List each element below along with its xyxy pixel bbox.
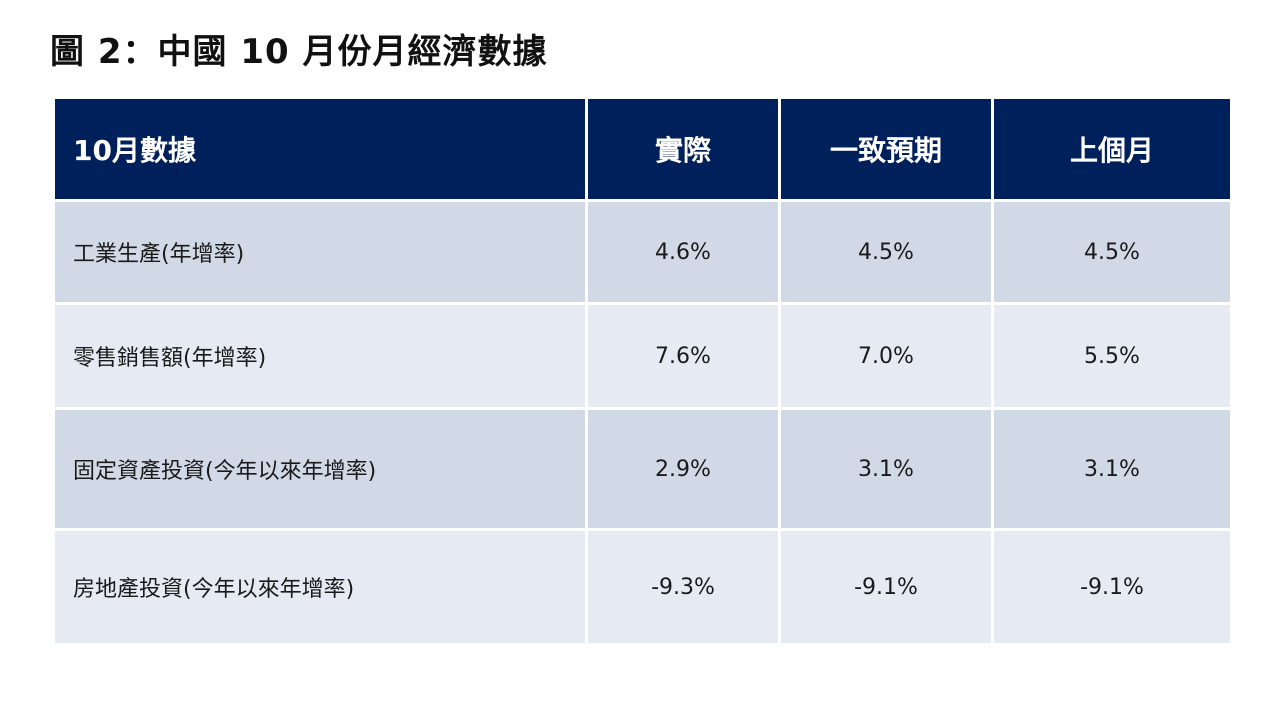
cell-previous: 3.1% bbox=[991, 407, 1233, 531]
table-row: 固定資產投資(今年以來年增率) 2.9% 3.1% 3.1% bbox=[52, 407, 1233, 531]
column-header-previous: 上個月 bbox=[991, 96, 1233, 202]
cell-actual: 7.6% bbox=[585, 302, 781, 410]
cell-previous: 5.5% bbox=[991, 302, 1233, 410]
cell-previous: -9.1% bbox=[991, 528, 1233, 646]
table-row: 房地產投資(今年以來年增率) -9.3% -9.1% -9.1% bbox=[52, 528, 1233, 646]
column-header-actual: 實際 bbox=[585, 96, 781, 202]
table-row: 零售銷售額(年增率) 7.6% 7.0% 5.5% bbox=[52, 302, 1233, 410]
row-label: 固定資產投資(今年以來年增率) bbox=[52, 407, 588, 531]
cell-actual: 4.6% bbox=[585, 199, 781, 305]
column-header-metric: 10月數據 bbox=[52, 96, 588, 202]
row-label: 零售銷售額(年增率) bbox=[52, 302, 588, 410]
page-title: 圖 2：中國 10 月份月經濟數據 bbox=[50, 32, 548, 72]
cell-consensus: 7.0% bbox=[778, 302, 994, 410]
row-label: 工業生產(年增率) bbox=[52, 199, 588, 305]
cell-actual: -9.3% bbox=[585, 528, 781, 646]
table-header-row: 10月數據 實際 一致預期 上個月 bbox=[52, 96, 1233, 202]
column-header-consensus: 一致預期 bbox=[778, 96, 994, 202]
cell-consensus: 3.1% bbox=[778, 407, 994, 531]
cell-previous: 4.5% bbox=[991, 199, 1233, 305]
cell-actual: 2.9% bbox=[585, 407, 781, 531]
table-row: 工業生產(年增率) 4.6% 4.5% 4.5% bbox=[52, 199, 1233, 305]
data-table: 10月數據 實際 一致預期 上個月 工業生產(年增率) 4.6% 4.5% 4.… bbox=[52, 96, 1233, 646]
row-label: 房地產投資(今年以來年增率) bbox=[52, 528, 588, 646]
cell-consensus: 4.5% bbox=[778, 199, 994, 305]
cell-consensus: -9.1% bbox=[778, 528, 994, 646]
